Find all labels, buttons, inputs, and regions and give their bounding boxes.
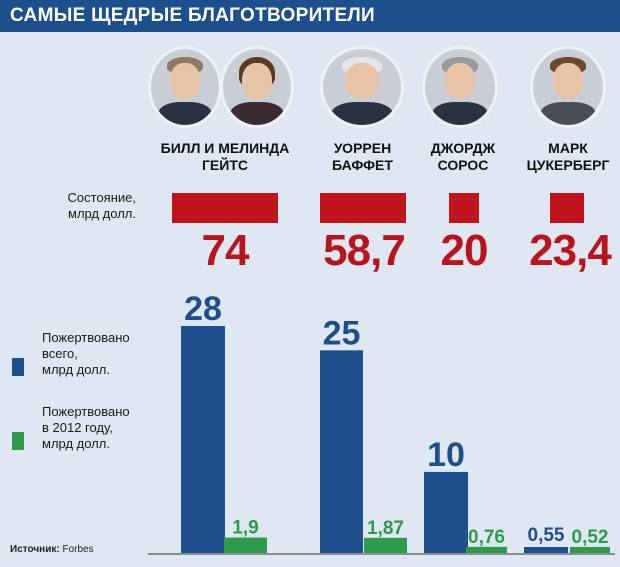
wealth-value-soros: 20 — [440, 226, 489, 275]
bar-2012-0 — [224, 537, 267, 553]
avatar-george-soros — [422, 46, 498, 128]
avatar-warren-buffett — [320, 46, 404, 128]
wealth-value-zuckerberg: 23,4 — [529, 226, 612, 275]
legend-label-2012: Пожертвовано в 2012 году, млрд долл. — [42, 404, 130, 451]
avatar-bill-gates — [148, 46, 222, 128]
source-prefix: Источник: — [10, 544, 60, 555]
label-2012-3: 0,52 — [572, 527, 609, 548]
bar-total-0 — [181, 326, 225, 553]
wealth-label: Состояние, млрд долл. — [67, 190, 136, 221]
label-2012-0: 1,9 — [232, 518, 258, 539]
legend-label-total: Пожертвовано всего, млрд долл. — [42, 330, 130, 377]
label-2012-1: 1,87 — [367, 518, 404, 539]
name-zuckerberg: МАРК ЦУКЕРБЕРГ — [526, 140, 610, 173]
source-note: Источник: Forbes — [10, 544, 94, 555]
wealth-marker-soros — [449, 193, 479, 223]
wealth-marker-buffett — [320, 193, 406, 223]
label-total-3: 0,55 — [528, 525, 565, 546]
name-gates: БИЛЛ И МЕЛИНДА ГЕЙТС — [160, 140, 290, 173]
label-total-0: 28 — [184, 290, 222, 328]
bar-total-2 — [424, 471, 468, 553]
wealth-value-buffett: 58,7 — [323, 226, 406, 275]
wealth-value-gates: 74 — [201, 226, 250, 275]
avatar-melinda-gates — [220, 46, 294, 128]
legend-swatch-2012 — [12, 432, 24, 450]
wealth-marker-gates — [172, 193, 278, 223]
label-total-2: 10 — [427, 436, 465, 474]
header-bar: САМЫЕ ЩЕДРЫЕ БЛАГОТВОРИТЕЛИ — [0, 0, 620, 32]
label-2012-2: 0,76 — [468, 527, 505, 548]
page-title: САМЫЕ ЩЕДРЫЕ БЛАГОТВОРИТЕЛИ — [10, 5, 376, 26]
bar-2012-2 — [466, 546, 507, 553]
label-total-1: 25 — [323, 314, 361, 352]
source-name: Forbes — [62, 544, 94, 555]
bar-total-3 — [524, 547, 568, 553]
name-soros: ДЖОРДЖ СОРОС — [430, 140, 496, 173]
wealth-marker-zuckerberg — [550, 193, 584, 223]
bar-total-1 — [320, 350, 363, 553]
avatar-mark-zuckerberg — [530, 46, 606, 128]
bar-2012-1 — [364, 537, 407, 553]
name-buffett: УОРРЕН БАФФЕТ — [332, 140, 393, 173]
legend-swatch-total — [12, 358, 24, 376]
bar-2012-3 — [570, 547, 610, 553]
